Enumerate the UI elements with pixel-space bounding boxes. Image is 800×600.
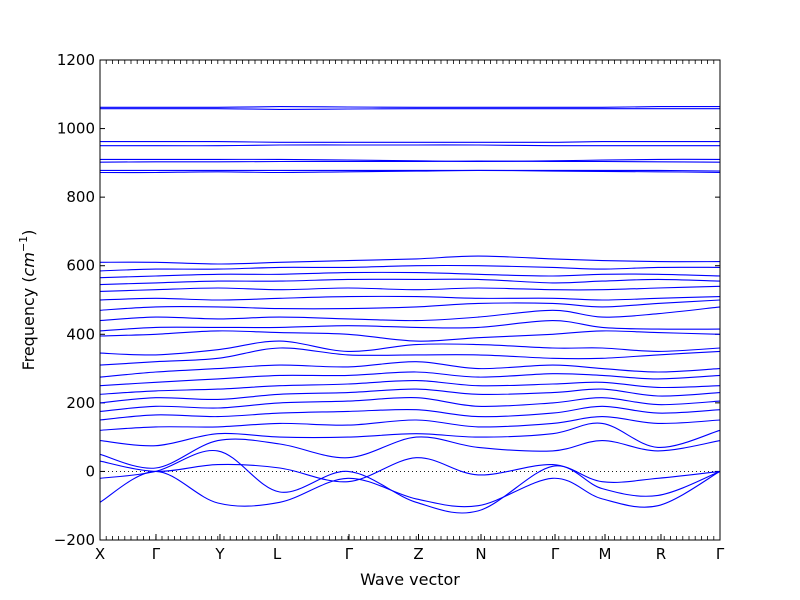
band-line [100,158,720,163]
band-lines [100,106,720,514]
x-tick-label: Z [413,545,423,563]
y-axis-unit-base: cm [19,252,38,276]
y-axis-label-main: Frequency [19,288,38,371]
band-line [100,278,720,286]
band-line [100,470,720,508]
x-tick-label: R [656,545,666,563]
x-tick-label: Γ [551,545,560,563]
band-line [100,416,720,431]
x-tick-label: M [599,545,612,563]
band-line [100,449,720,514]
y-axis-label: Frequency (cm−1) [17,230,38,371]
y-tick-labels: −200 0 200 400 600 800 1000 1200 [54,51,95,549]
band-line [100,144,720,147]
band-line [100,388,720,404]
y-axis-unit-exp: −1 [17,236,30,252]
band-line [100,271,720,279]
y-tick-label: 1000 [57,120,95,138]
band-line [100,295,720,301]
band-line [100,330,720,342]
x-tick-label: X [95,545,105,563]
band-line [100,160,720,163]
y-tick-label: 600 [66,257,95,275]
band-line [100,299,720,311]
x-tick-label: L [273,545,282,563]
band-line [100,457,720,483]
plot-frame [99,59,721,541]
band-line [100,405,720,421]
band-line [100,436,720,469]
band-line [100,141,720,143]
band-line [100,106,720,108]
y-tick-label: 400 [66,325,95,343]
band-line [100,264,720,272]
x-tick-label: Y [214,545,225,563]
y-tick-label: 200 [66,394,95,412]
x-axis-label: Wave vector [360,570,460,589]
axis-ticks [99,59,721,541]
band-line [100,422,720,448]
band-line [100,255,720,265]
y-tick-label: 0 [85,462,95,480]
band-line [100,397,720,412]
x-tick-label: Γ [345,545,354,563]
band-line [100,108,720,110]
band-line [100,380,720,395]
band-line [100,340,720,356]
band-line [100,320,720,332]
x-tick-label: N [475,545,486,563]
band-line [100,169,720,172]
band-line [100,347,720,366]
x-tick-label: Γ [716,545,725,563]
band-line [100,285,720,292]
band-line [100,306,720,322]
band-line [100,169,720,174]
y-tick-label: 800 [66,188,95,206]
band-line [100,371,720,387]
y-tick-label: −200 [54,531,95,549]
y-tick-label: 1200 [57,51,95,69]
band-line [100,361,720,378]
x-tick-label: Γ [152,545,161,563]
